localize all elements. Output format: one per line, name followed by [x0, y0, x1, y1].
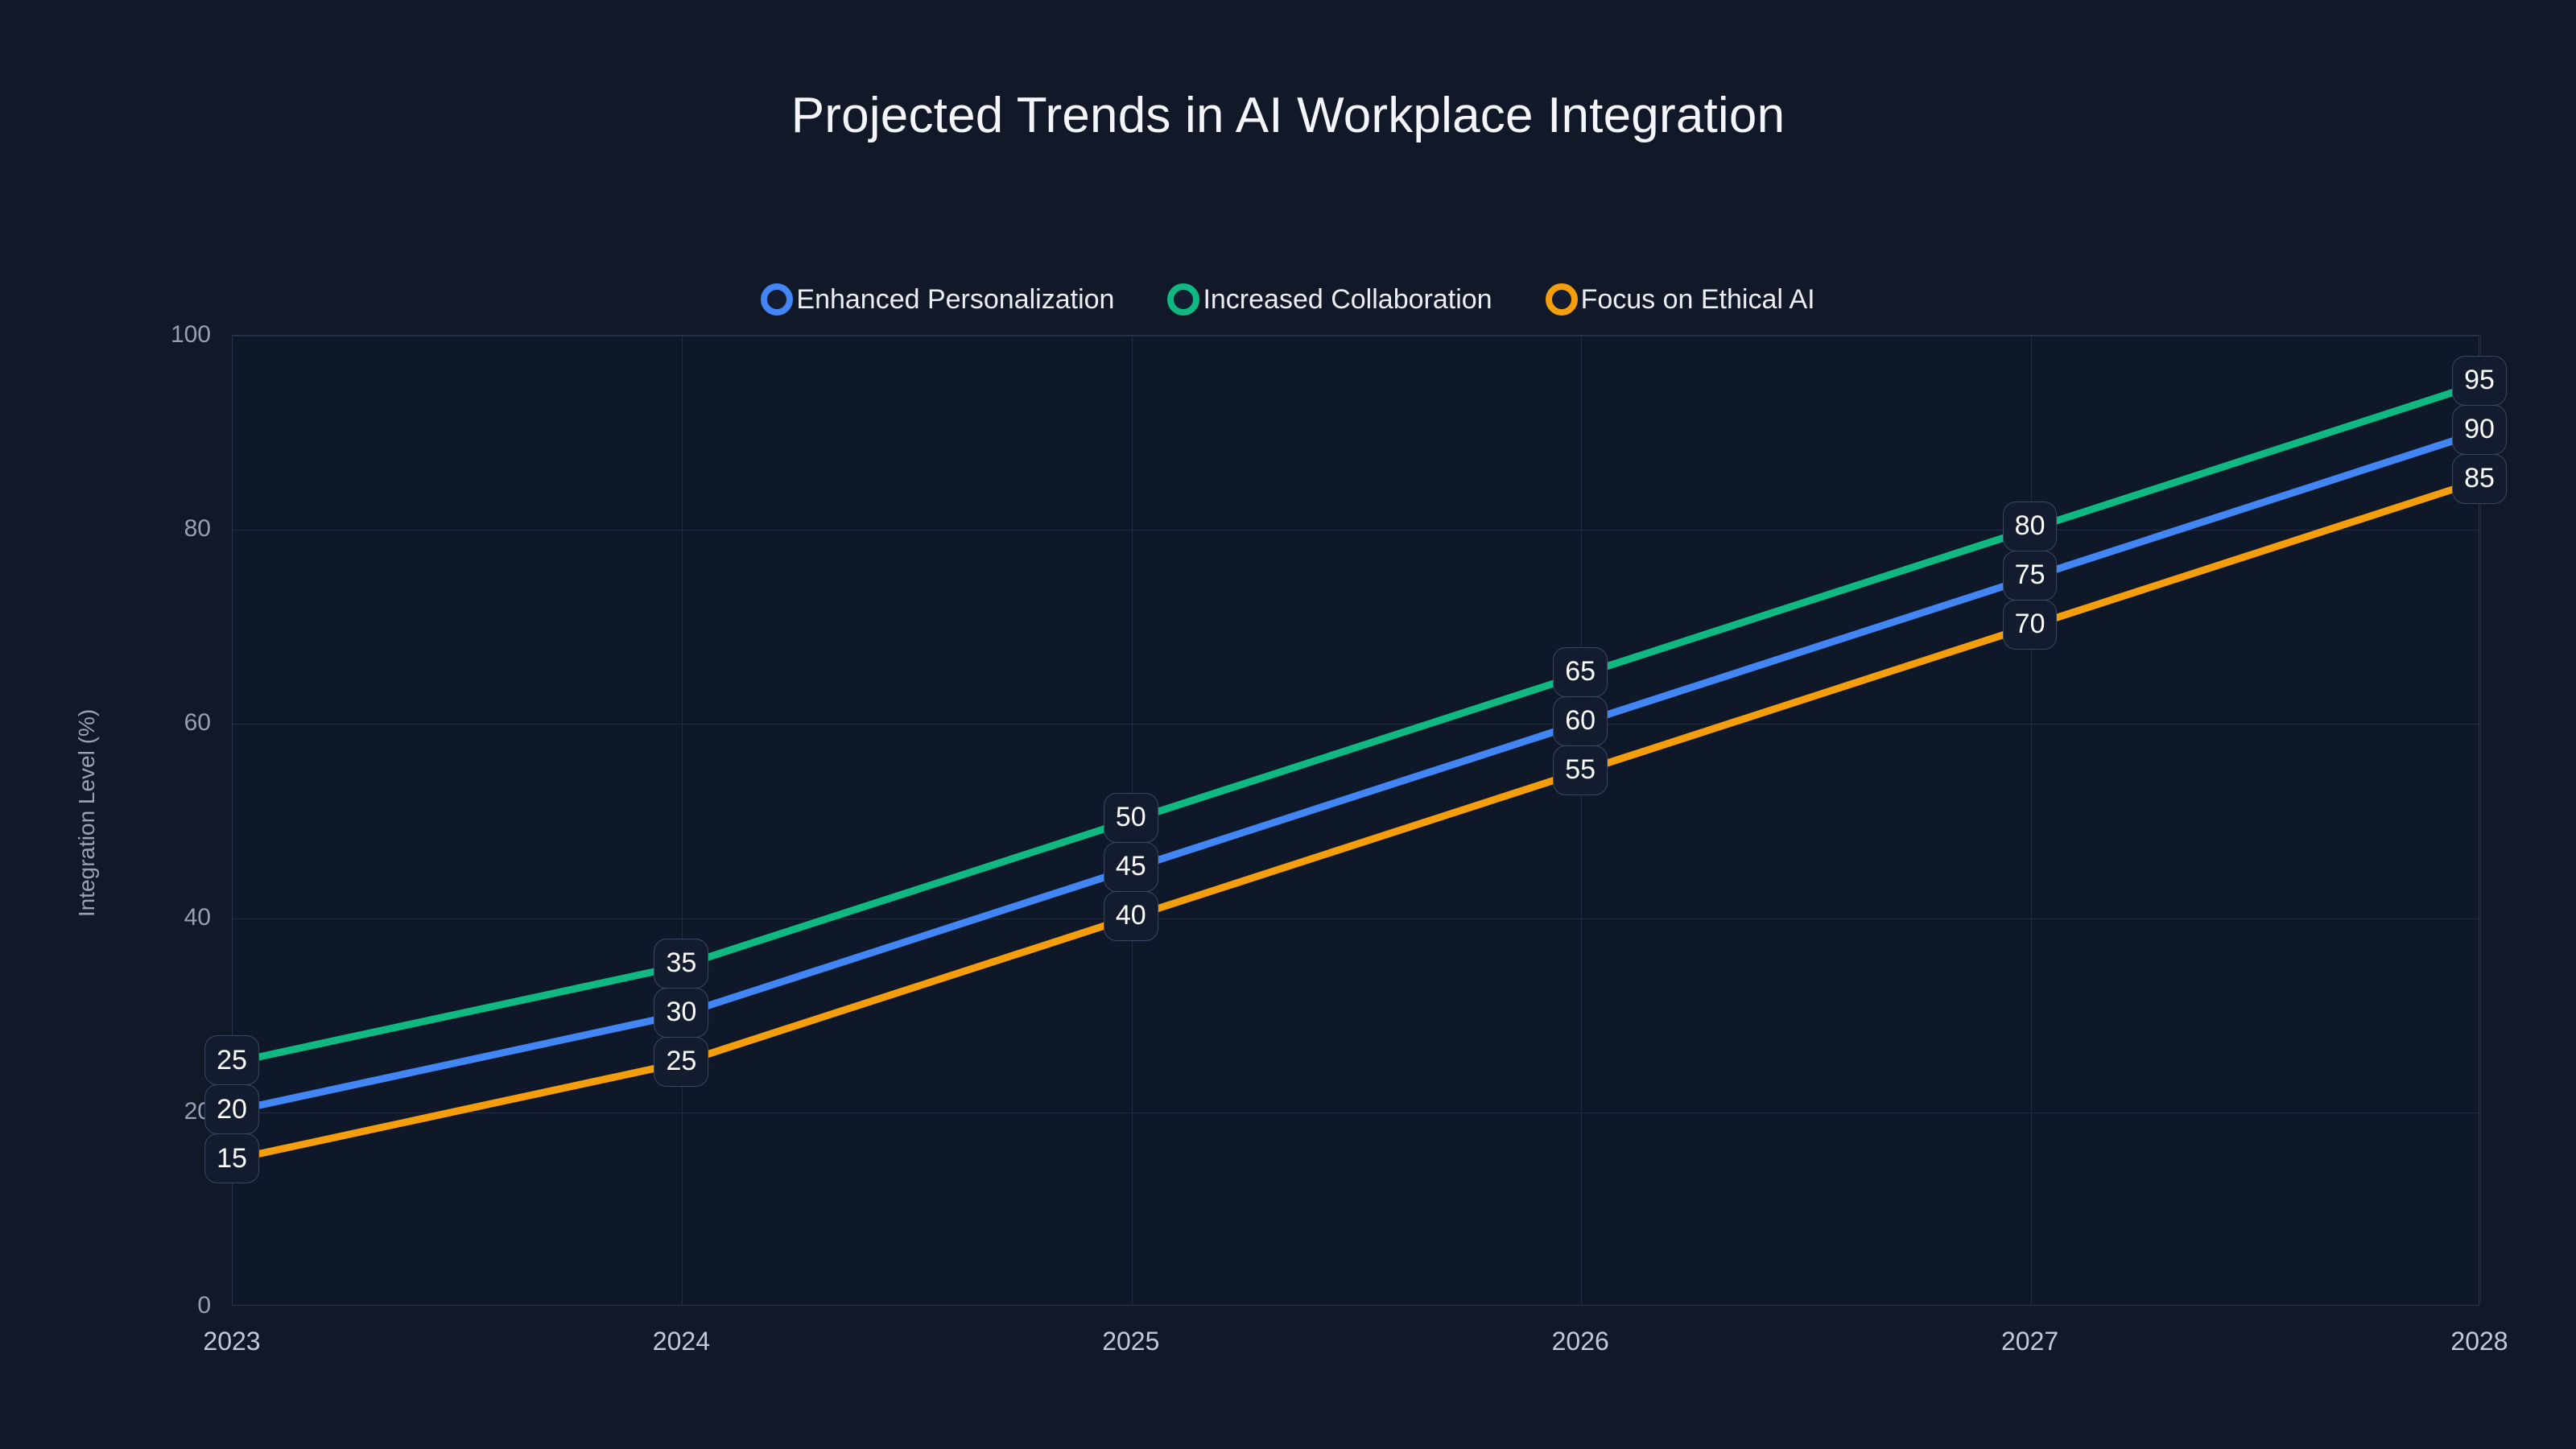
page-title: Projected Trends in AI Workplace Integra…	[791, 88, 1785, 143]
gridline-vertical	[1581, 336, 1583, 1305]
y-axis-tick-label: 40	[184, 903, 211, 931]
gridline-vertical	[682, 336, 683, 1305]
gridline-vertical	[2480, 336, 2481, 1305]
ring-marker-icon	[1545, 283, 1578, 316]
y-axis-tick-label: 80	[184, 515, 211, 543]
data-point-label: 55	[1553, 745, 1608, 795]
series-line	[233, 432, 2479, 1111]
chart-legend: Enhanced Personalization Increased Colla…	[0, 283, 2576, 316]
series-line	[233, 481, 2479, 1160]
data-point-label: 95	[2452, 355, 2507, 406]
y-axis-title: Integration Level (%)	[74, 708, 99, 918]
legend-item-label: Enhanced Personalization	[796, 284, 1115, 315]
ring-marker-icon	[1167, 283, 1200, 316]
x-axis-tick-label: 2023	[203, 1327, 261, 1356]
data-point-label: 50	[1103, 792, 1158, 843]
ring-marker-icon	[761, 283, 794, 316]
legend-item-label: Increased Collaboration	[1203, 284, 1492, 315]
data-point-label: 45	[1103, 841, 1158, 892]
data-point-label: 25	[654, 1036, 709, 1087]
y-axis-tick-label: 100	[170, 321, 211, 348]
x-axis-tick-label: 2026	[1551, 1327, 1609, 1356]
data-point-label: 40	[1103, 890, 1158, 941]
data-point-label: 80	[2002, 501, 2058, 551]
data-point-label: 30	[654, 987, 709, 1038]
y-axis-tick-label: 60	[184, 709, 211, 737]
data-point-label: 75	[2002, 550, 2058, 601]
data-point-label: 20	[204, 1084, 259, 1135]
legend-item-enhanced-personalization[interactable]: Enhanced Personalization	[761, 283, 1114, 316]
x-axis-tick-label: 2025	[1102, 1327, 1160, 1356]
legend-item-label: Focus on Ethical AI	[1580, 284, 1815, 315]
data-point-label: 90	[2452, 404, 2507, 455]
legend-item-focus-on-ethical-ai[interactable]: Focus on Ethical AI	[1545, 283, 1815, 316]
data-point-label: 70	[2002, 599, 2058, 650]
y-axis-tick-label: 0	[197, 1292, 211, 1319]
data-point-label: 25	[204, 1035, 259, 1086]
x-axis-tick-label: 2027	[2001, 1327, 2059, 1356]
data-point-label: 65	[1553, 646, 1608, 697]
x-axis-tick-label: 2024	[652, 1327, 710, 1356]
data-point-label: 85	[2452, 453, 2507, 504]
series-line	[233, 384, 2479, 1063]
series-lines-layer	[233, 336, 2479, 1305]
data-point-label: 15	[204, 1133, 259, 1184]
data-point-label: 60	[1553, 696, 1608, 746]
plot-area	[232, 335, 2479, 1306]
legend-item-increased-collaboration[interactable]: Increased Collaboration	[1167, 283, 1492, 316]
gridline-vertical	[2030, 336, 2032, 1305]
x-axis-tick-label: 2028	[2450, 1327, 2508, 1356]
data-point-label: 35	[654, 938, 709, 989]
